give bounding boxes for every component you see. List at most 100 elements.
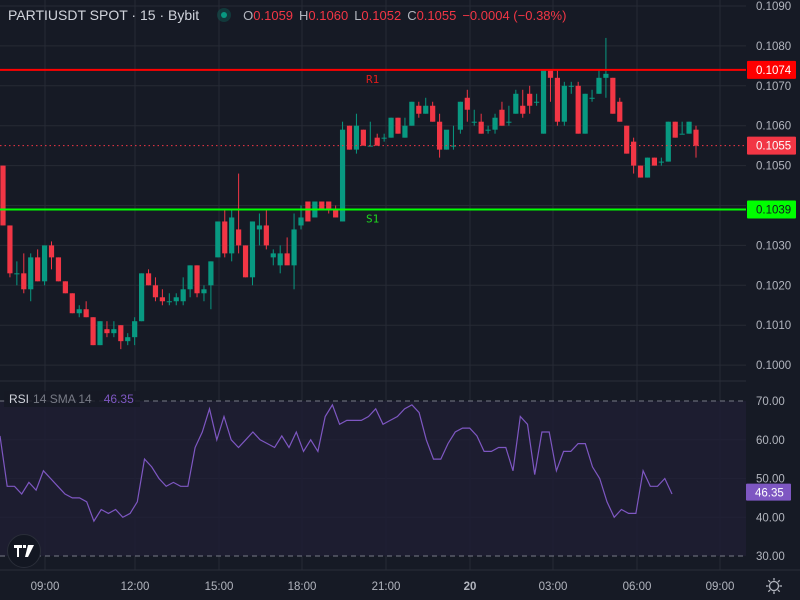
candle-body[interactable] (305, 201, 311, 222)
market-status-icon[interactable] (217, 8, 232, 22)
support-resistance-levels[interactable]: R1 S1 (0, 68, 746, 226)
candle-body[interactable] (277, 253, 283, 266)
candle-body[interactable] (215, 221, 221, 258)
candle-body[interactable] (111, 329, 117, 334)
candle-body[interactable] (430, 105, 436, 122)
candle-body[interactable] (83, 309, 89, 318)
candle-body[interactable] (69, 293, 75, 314)
candle-body[interactable] (617, 101, 623, 122)
candle-body[interactable] (0, 165, 6, 226)
r1-price-tag[interactable] (747, 60, 796, 79)
candle-body[interactable] (229, 217, 235, 254)
candle-body[interactable] (236, 229, 242, 246)
candle-body[interactable] (693, 129, 699, 146)
rsi-value-tag[interactable] (746, 483, 791, 501)
candle-body[interactable] (152, 285, 159, 298)
candle-body[interactable] (173, 297, 179, 302)
candle-body[interactable] (686, 121, 692, 134)
candle-body[interactable] (388, 117, 394, 138)
candle-body[interactable] (339, 129, 346, 222)
candle-body[interactable] (333, 209, 339, 218)
candle-body[interactable] (381, 137, 387, 139)
candle-body[interactable] (208, 261, 214, 286)
candle-body[interactable] (284, 253, 290, 266)
candle-body[interactable] (201, 289, 207, 294)
candle-body[interactable] (554, 77, 560, 122)
price-axis[interactable]: 0.10900.10800.10700.10600.10500.10400.10… (746, 0, 800, 381)
candle-body[interactable] (194, 265, 200, 294)
candle-body[interactable] (104, 329, 110, 334)
candle-body[interactable] (651, 157, 658, 166)
candle-body[interactable] (665, 121, 671, 162)
candle-body[interactable] (506, 121, 512, 123)
candle-body[interactable] (582, 93, 588, 134)
candle-body[interactable] (145, 273, 152, 286)
candle-body[interactable] (471, 121, 477, 123)
candle-body[interactable] (631, 141, 637, 166)
candle-body[interactable] (90, 317, 96, 346)
candle-body[interactable] (28, 257, 34, 290)
candle-body[interactable] (575, 85, 581, 134)
candle-body[interactable] (222, 221, 228, 254)
candle-body[interactable] (256, 225, 263, 230)
candle-body[interactable] (624, 125, 630, 154)
candle-body[interactable] (658, 161, 664, 163)
candle-body[interactable] (360, 129, 366, 146)
candle-body[interactable] (180, 289, 186, 302)
candle-body[interactable] (242, 245, 249, 278)
candle-body[interactable] (416, 105, 422, 114)
candle-body[interactable] (291, 229, 297, 266)
candle-body[interactable] (319, 201, 325, 210)
candle-body[interactable] (637, 165, 644, 178)
candle-body[interactable] (76, 309, 82, 314)
candle-body[interactable] (527, 93, 533, 106)
candlestick-series[interactable] (0, 37, 699, 350)
candle-body[interactable] (603, 73, 609, 78)
candle-body[interactable] (353, 125, 360, 150)
candle-body[interactable] (48, 245, 55, 258)
candle-body[interactable] (457, 101, 463, 130)
candle-body[interactable] (610, 77, 616, 114)
candle-body[interactable] (41, 245, 48, 282)
candle-body[interactable] (596, 77, 602, 94)
candle-body[interactable] (97, 321, 103, 346)
candle-body[interactable] (450, 145, 457, 147)
candle-body[interactable] (534, 101, 540, 103)
candle-body[interactable] (499, 109, 505, 126)
candle-body[interactable] (679, 133, 685, 135)
candle-body[interactable] (478, 121, 484, 134)
candle-body[interactable] (139, 273, 145, 322)
candle-body[interactable] (187, 265, 193, 290)
candle-body[interactable] (125, 337, 131, 342)
candle-body[interactable] (395, 117, 401, 134)
candle-body[interactable] (423, 105, 429, 114)
candle-body[interactable] (672, 121, 678, 138)
rsi-legend[interactable]: RSI 14 SMA 14 46.35 (4, 391, 140, 407)
candle-body[interactable] (263, 225, 269, 246)
candle-body[interactable] (132, 321, 138, 338)
rsi-polyline[interactable] (0, 403, 673, 523)
candle-body[interactable] (166, 301, 172, 303)
candle-body[interactable] (14, 273, 20, 275)
candle-body[interactable] (35, 257, 41, 282)
candle-body[interactable] (118, 325, 124, 342)
candle-body[interactable] (326, 201, 332, 210)
candle-body[interactable] (589, 97, 595, 99)
rsi-line[interactable] (0, 400, 746, 557)
candle-body[interactable] (346, 125, 353, 150)
candle-body[interactable] (270, 253, 276, 258)
candle-body[interactable] (21, 273, 27, 290)
last-price-tag[interactable] (747, 136, 796, 155)
candle-body[interactable] (464, 97, 470, 110)
candle-body[interactable] (568, 85, 574, 87)
candle-body[interactable] (374, 137, 380, 146)
candle-body[interactable] (298, 217, 304, 226)
candle-body[interactable] (485, 129, 491, 131)
candle-body[interactable] (7, 225, 13, 274)
s1-price-tag[interactable] (747, 200, 796, 219)
candle-body[interactable] (62, 281, 68, 294)
candle-body[interactable] (402, 125, 408, 138)
candle-body[interactable] (513, 93, 519, 114)
candle-body[interactable] (249, 221, 256, 278)
